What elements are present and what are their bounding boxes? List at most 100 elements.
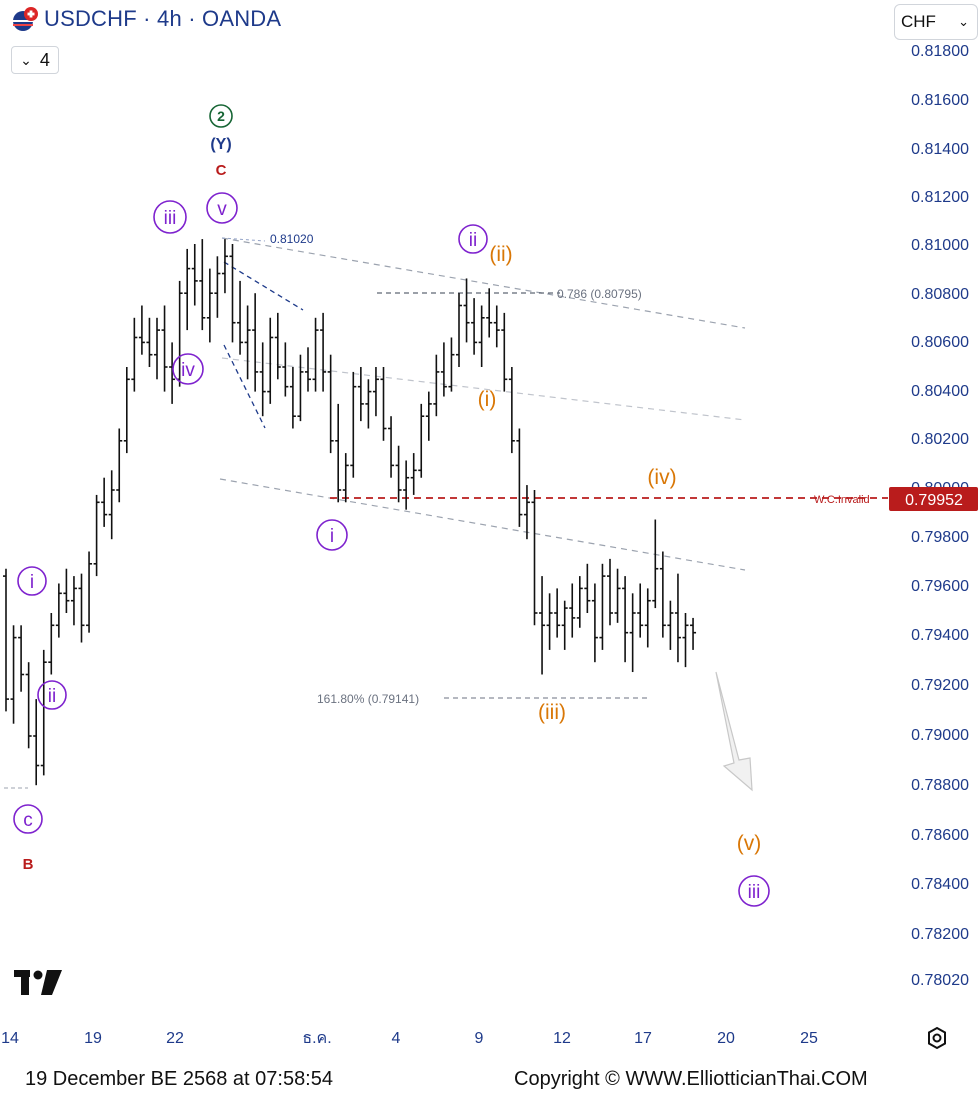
- wave-label-circle: [738, 875, 770, 907]
- x-tick-label: 14: [1, 1030, 19, 1047]
- ohlc-bar: [10, 625, 17, 724]
- ohlc-bar: [576, 576, 583, 628]
- ohlc-bar: [508, 367, 515, 454]
- symbol-title[interactable]: USDCHF · 4h · OANDA: [44, 6, 282, 31]
- ohlc-bar: [652, 519, 659, 609]
- wave-label: i: [330, 526, 334, 547]
- chart-header: USDCHF · 4h · OANDA: [12, 6, 281, 32]
- ohlc-bar: [342, 453, 349, 503]
- ohlc-bar: [501, 312, 508, 392]
- x-tick-label: 17: [634, 1030, 652, 1047]
- ohlc-bar: [335, 403, 342, 503]
- ohlc-bar: [546, 593, 553, 650]
- ohlc-bar: [569, 583, 576, 638]
- ohlc-bar: [93, 494, 100, 577]
- ohlc-bar: [395, 445, 402, 503]
- ohlc-bar: [591, 583, 598, 663]
- x-tick-label: 25: [800, 1030, 818, 1047]
- ohlc-bar: [237, 280, 244, 355]
- settings-gear-icon[interactable]: [925, 1026, 949, 1055]
- y-tick-label: 0.80800: [911, 286, 969, 303]
- timestamp: 19 December BE 2568 at 07:58:54: [25, 1068, 333, 1090]
- ohlc-bar: [214, 256, 221, 318]
- ohlc-bar: [320, 312, 327, 392]
- projection-arrow: [715, 671, 753, 792]
- x-tick-label: 19: [84, 1030, 102, 1047]
- wave-label: v: [217, 199, 227, 220]
- x-tick-label: 12: [553, 1030, 571, 1047]
- ohlc-bar: [305, 347, 311, 392]
- wave-label: ii: [48, 686, 56, 707]
- level-high-label: 0.81020: [270, 232, 314, 246]
- tradingview-logo-icon: [14, 970, 62, 1001]
- ohlc-bar: [289, 367, 296, 429]
- copyright: Copyright © WWW.ElliotticianThai.COM: [514, 1068, 868, 1090]
- channel-lower-line: [219, 478, 746, 571]
- ohlc-bar: [244, 305, 251, 380]
- ohlc-bar: [456, 293, 462, 367]
- ohlc-bar: [516, 428, 523, 527]
- wedge-lower-line: [223, 344, 266, 429]
- ohlc-bar: [629, 593, 636, 673]
- ohlc-bar: [471, 298, 478, 355]
- wave-label: iii: [164, 208, 177, 229]
- ohlc-bar: [78, 573, 85, 643]
- y-tick-label: 0.78600: [911, 827, 969, 844]
- ohlc-bar: [184, 248, 191, 331]
- ohlc-bar: [433, 354, 440, 417]
- ohlc-bar: [622, 576, 629, 663]
- wave-label: C: [216, 162, 227, 179]
- wave-label-circle: [209, 104, 233, 128]
- ohlc-bar: [418, 403, 425, 478]
- ohlc-bar: [523, 485, 530, 540]
- ohlc-bar: [584, 563, 591, 613]
- ohlc-bar: [297, 354, 304, 422]
- ohlc-bar: [101, 477, 108, 527]
- ohlc-bar: [25, 662, 32, 749]
- ohlc-bar: [539, 576, 546, 675]
- wave-label: B: [23, 856, 34, 873]
- ohlc-bar: [403, 460, 410, 510]
- currency-select[interactable]: CHF ⌄: [894, 4, 978, 40]
- usdchf-flag-icon: [12, 6, 38, 32]
- ohlc-bar: [70, 576, 77, 626]
- ohlc-bar: [614, 568, 621, 623]
- interval-dropdown[interactable]: ⌄ 4: [11, 46, 59, 74]
- channel-upper-line: [221, 237, 746, 329]
- wave-label-circle: [172, 353, 204, 385]
- ohlc-bar: [108, 470, 115, 540]
- x-tick-label: 9: [475, 1030, 484, 1047]
- y-tick-label: 0.80400: [911, 383, 969, 400]
- last-price-badge: [889, 487, 978, 511]
- wave-label: (i): [478, 388, 497, 411]
- ohlc-bar: [690, 617, 697, 650]
- wave-label: i: [30, 572, 34, 593]
- ohlc-bar: [478, 305, 485, 367]
- wave-label: ii: [469, 230, 477, 251]
- chevron-down-icon: ⌄: [958, 14, 969, 29]
- ohlc-bar: [282, 342, 289, 397]
- ohlc-bar: [380, 367, 387, 441]
- wave-label: (iv): [647, 466, 676, 489]
- ohlc-bar: [154, 317, 160, 380]
- wedge-upper-line: [223, 261, 304, 311]
- ohlc-bar: [554, 588, 561, 638]
- ohlc-bar: [350, 371, 357, 478]
- interval-count: 4: [39, 49, 50, 70]
- ohlc-bar: [199, 239, 206, 331]
- x-tick-label: ธ.ค.: [302, 1030, 331, 1047]
- ohlc-bar: [86, 551, 93, 633]
- ohlc-bar: [659, 551, 666, 638]
- y-tick-label: 0.81000: [911, 237, 969, 254]
- ohlc-bar: [138, 305, 145, 355]
- ohlc-bar: [221, 239, 228, 294]
- y-tick-label: 0.81400: [911, 141, 969, 158]
- wave-label-circle: [153, 200, 187, 234]
- wave-label-circle: [37, 680, 67, 710]
- ohlc-bar: [327, 354, 334, 454]
- ohlc-bar: [448, 337, 455, 392]
- ohlc-bar: [123, 367, 130, 454]
- ohlc-bar: [357, 367, 364, 422]
- wave-label-circle: [17, 566, 47, 596]
